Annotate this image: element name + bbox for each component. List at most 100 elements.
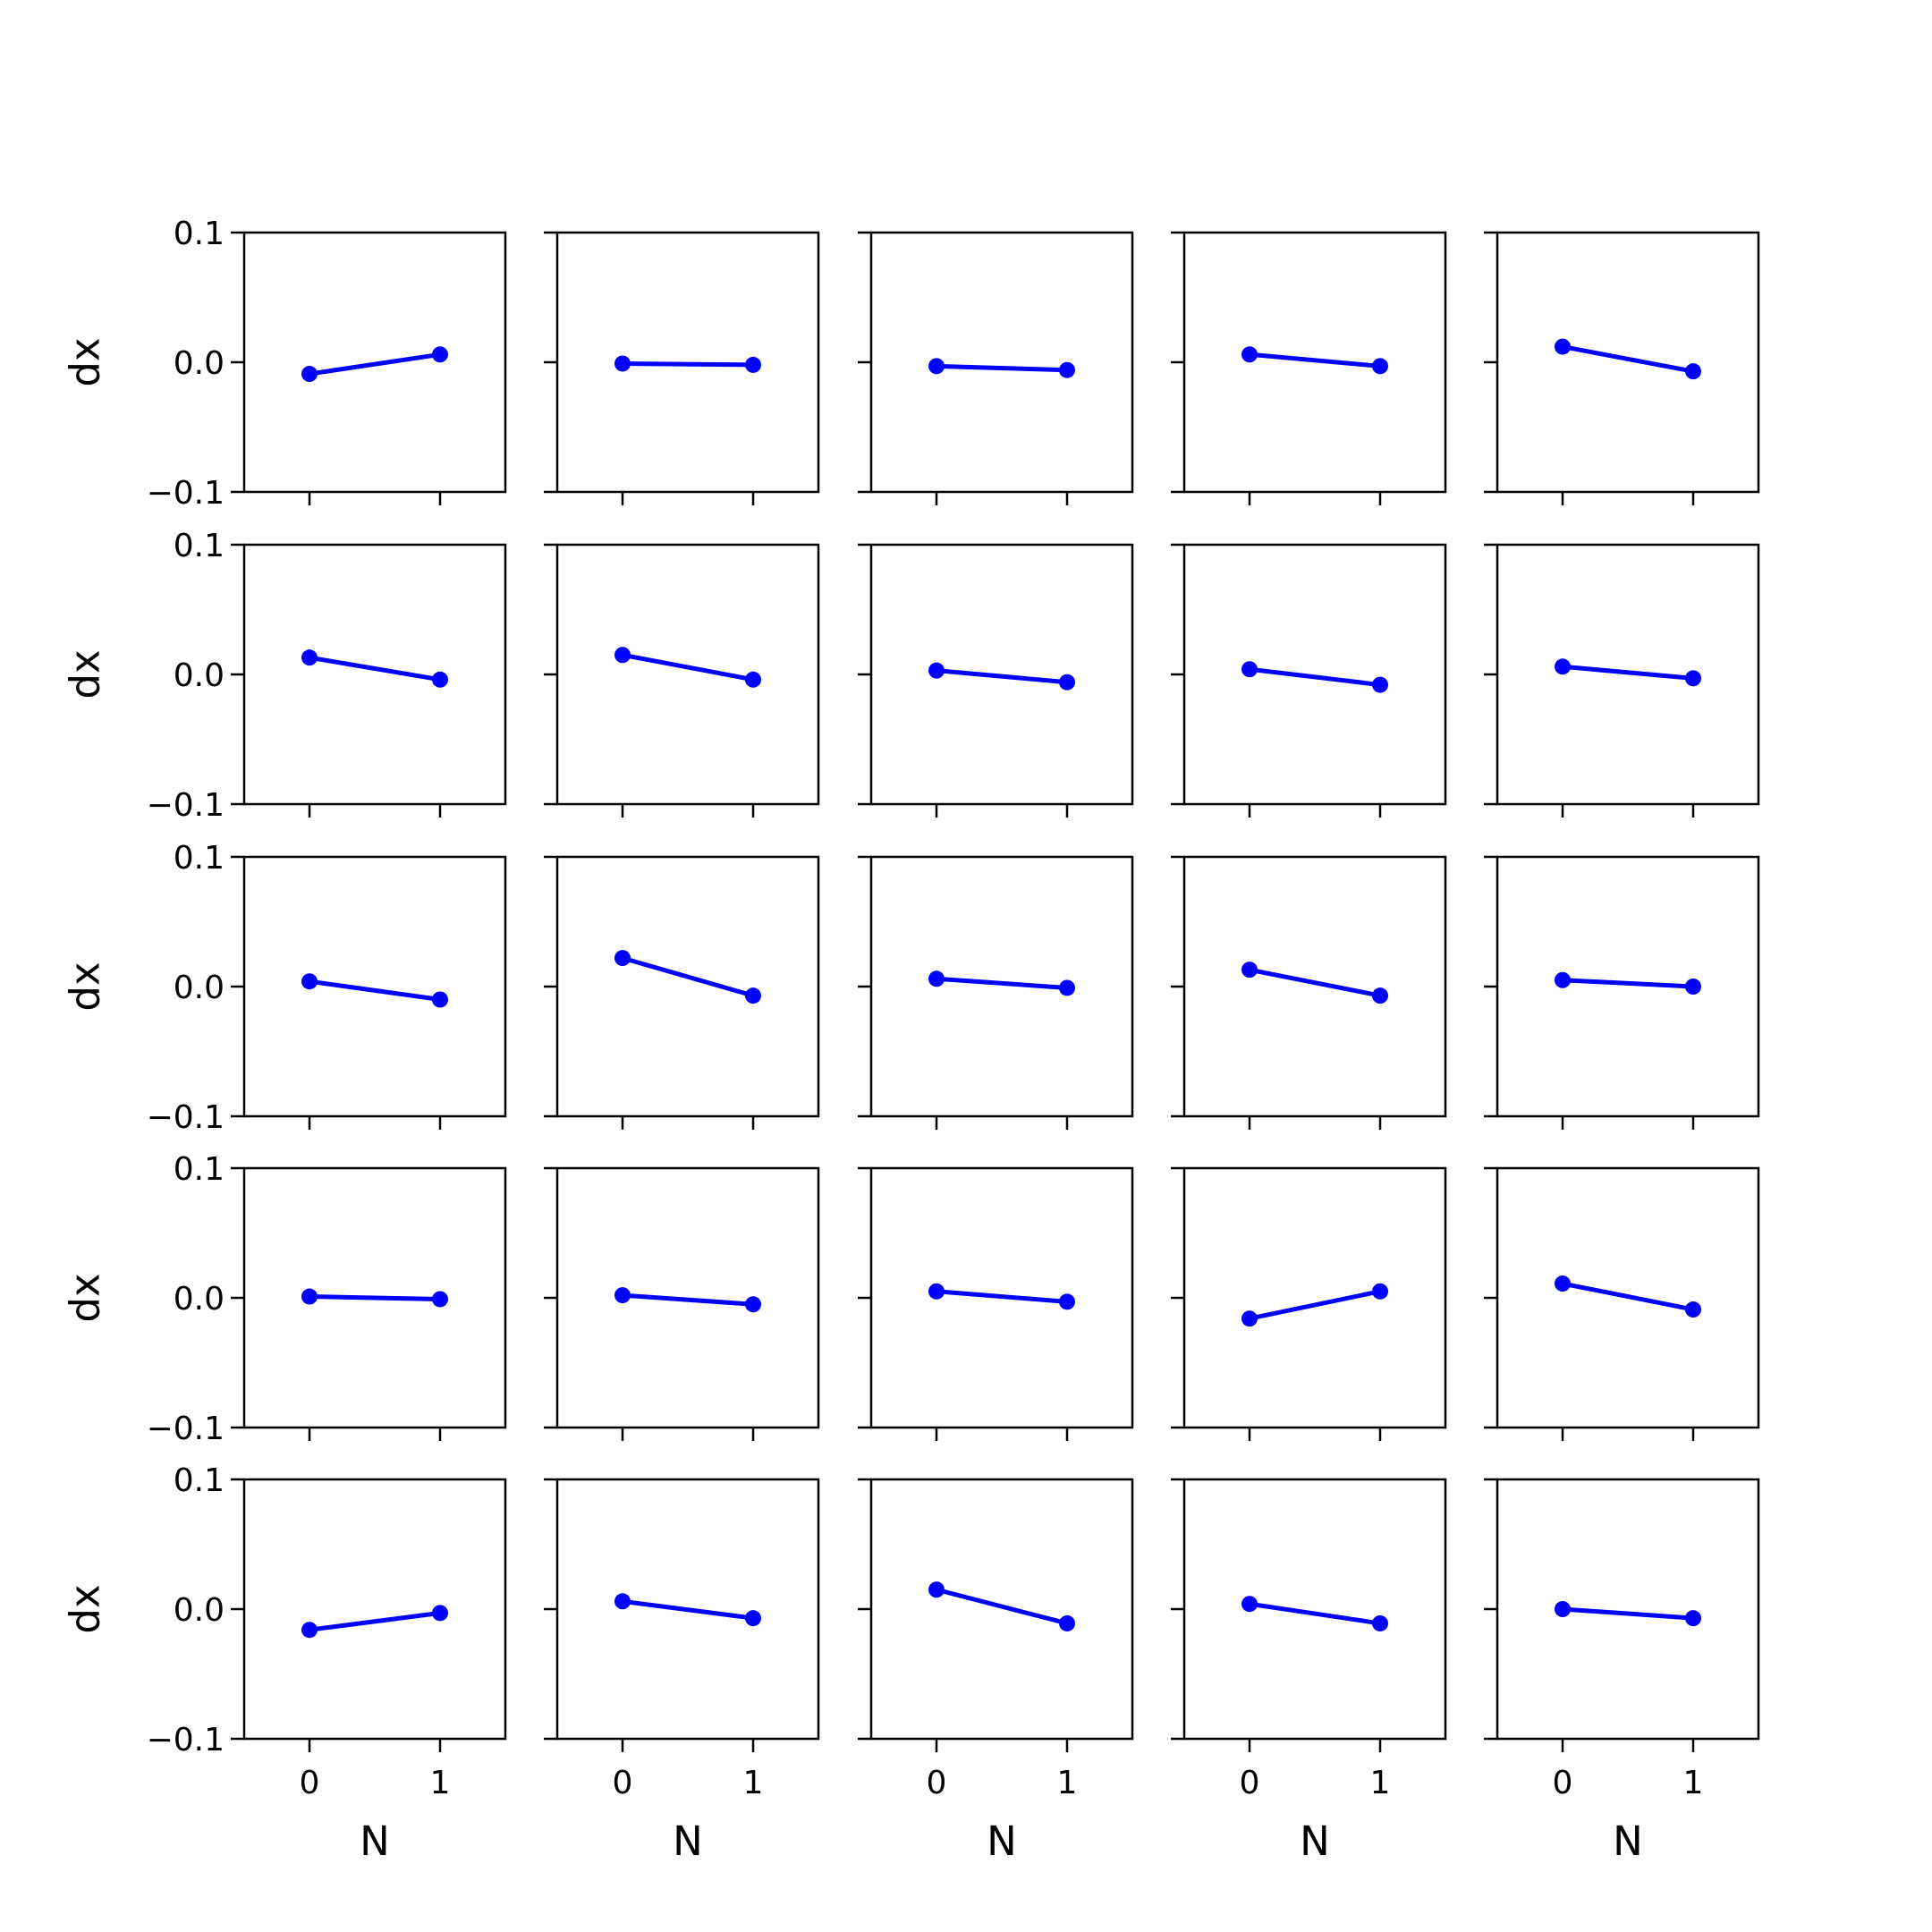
data-point [1685,1301,1701,1318]
subplot-r3-c2 [544,855,820,1130]
data-point [614,950,631,967]
x-tick-label: 0 [300,1765,320,1801]
data-point [301,1288,318,1305]
axes-frame [555,231,820,494]
series-line [934,1587,1070,1626]
series-line [1247,967,1383,998]
axes-frame [242,1166,507,1429]
series-line [620,1598,756,1621]
data-point [1685,979,1701,995]
data-point [1241,346,1258,363]
data-point [1241,1596,1258,1613]
data-point [1059,361,1075,378]
subplot-r4-c5 [1484,1166,1760,1441]
data-point [745,356,761,373]
subplot-r1-c5 [1484,231,1760,505]
data-point [1555,1275,1571,1292]
data-point [745,1296,761,1313]
series-line [1247,1601,1383,1626]
data-point [1059,979,1075,996]
data-point [614,1287,631,1304]
series-line [934,668,1070,685]
series-line [1247,1289,1383,1321]
axes-frame [1496,1478,1760,1741]
y-tick-label: 0.1 [174,840,225,877]
series-line [1560,1606,1696,1621]
data-point [745,671,761,688]
data-point [614,1593,631,1610]
subplot-r4-c1: −0.1 0.0 0.1 dx [62,1151,507,1447]
x-tick-label: 0 [1553,1765,1573,1801]
axes-frame [869,1166,1134,1429]
series-line [307,1610,443,1632]
data-point [1372,987,1388,1004]
data-point [928,1581,945,1598]
data-point [928,970,945,987]
data-point [745,987,761,1004]
x-axis-label: N [1300,1818,1330,1865]
axes-frame [555,1166,820,1429]
data-point [1059,674,1075,691]
series-line [1560,664,1696,681]
x-tick-label: 1 [1057,1765,1078,1801]
subplot-r2-c2 [544,543,820,818]
subplot-r1-c3 [858,231,1134,505]
x-axis-label: N [1613,1818,1643,1865]
y-tick-label: 0.1 [174,528,225,564]
data-point [1241,661,1258,678]
data-point [432,346,448,363]
y-tick-label: −0.1 [147,1411,225,1447]
data-point [1372,1283,1388,1300]
series-line [934,363,1070,373]
data-point [1241,962,1258,979]
series-line [1560,978,1696,989]
axes-frame [1496,543,1760,806]
data-point [301,366,318,383]
data-point [614,355,631,372]
data-point [301,1622,318,1639]
subplot-r5-c3: 0 1 N [858,1478,1134,1865]
data-point [614,647,631,664]
axes-frame [869,543,1134,806]
y-tick-label: 0.0 [174,1281,225,1318]
axes-frame [1182,855,1447,1118]
subplot-r3-c5 [1484,855,1760,1130]
subplot-r5-c4: 0 1 N [1171,1478,1447,1865]
panels-layer: −0.10.00.1dx−0.10.00.1dx−0.10.00.1dx−0.1… [62,216,1760,1865]
x-tick-label: 1 [1370,1765,1391,1801]
data-point [432,1605,448,1622]
series-line [1560,1281,1696,1312]
data-point [432,671,448,688]
x-tick-label: 1 [1683,1765,1704,1801]
subplot-r2-c1: −0.1 0.0 0.1 dx [62,528,507,824]
subplot-r5-c1: −0.1 0.0 0.1 0 1 dx N [62,1462,507,1865]
axes-frame [869,231,1134,494]
data-point [1372,1614,1388,1631]
x-tick-label: 0 [613,1765,633,1801]
series-line [934,976,1070,990]
x-axis-label: N [360,1818,390,1865]
series-line [1247,666,1383,688]
data-point [1059,1293,1075,1310]
data-point [928,1283,945,1300]
axes-frame [869,1478,1134,1741]
axes-frame [242,1478,507,1741]
y-axis-label: dx [62,337,109,386]
subplot-r1-c4 [1171,231,1447,505]
subplot-r4-c3 [858,1166,1134,1441]
subplot-r1-c2 [544,231,820,505]
subplot-r1-c1: −0.1 0.0 0.1 dx [62,216,507,512]
data-point [1685,1610,1701,1627]
x-tick-label: 0 [927,1765,947,1801]
axes-frame [869,855,1134,1118]
y-tick-label: 0.1 [174,1462,225,1499]
subplot-r5-c2: 0 1 N [544,1478,820,1865]
data-point [1555,658,1571,675]
data-point [432,991,448,1008]
data-point [745,1610,761,1627]
series-line [1560,344,1696,374]
y-tick-label: 0.1 [174,216,225,252]
series-line [620,955,756,998]
axes-frame [1496,231,1760,494]
